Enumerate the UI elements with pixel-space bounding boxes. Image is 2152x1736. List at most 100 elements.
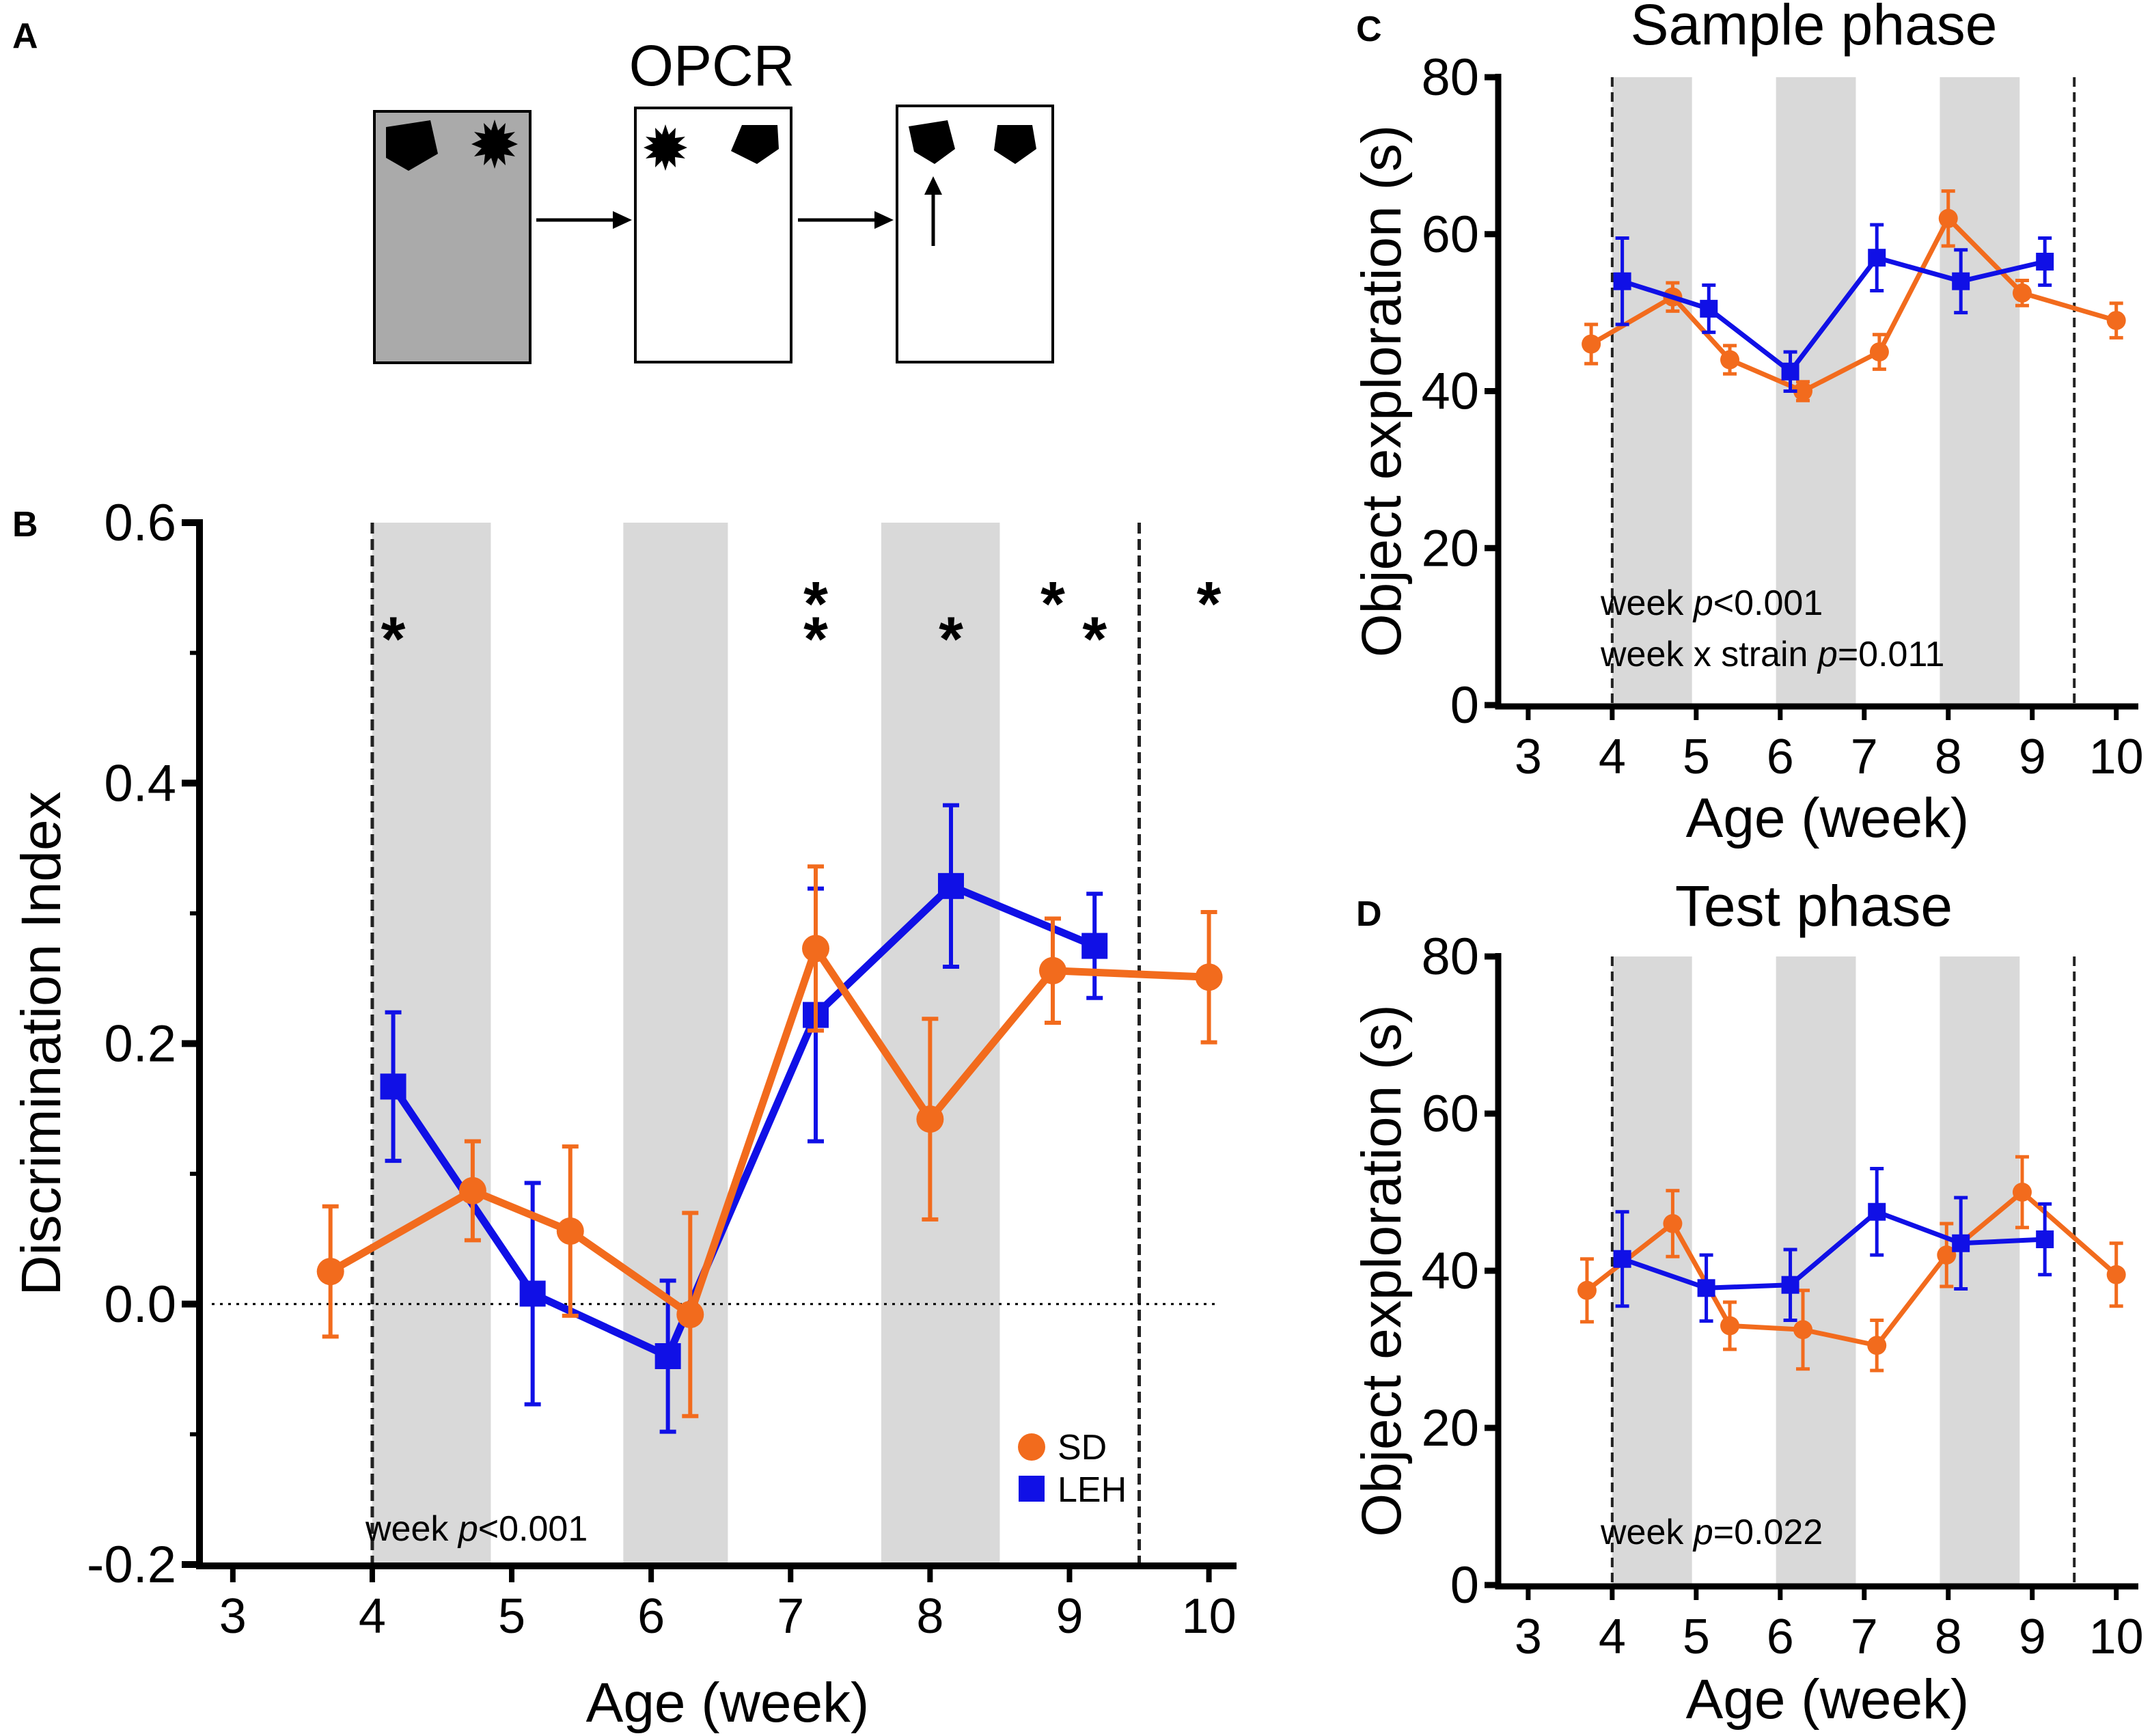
- x-tick-label: 9: [2019, 730, 2046, 784]
- y-tick-label: 80: [1421, 928, 1479, 986]
- legend-label-leh: LEH: [1058, 1470, 1127, 1510]
- y-axis-label: Discrimination Index: [10, 791, 72, 1295]
- shaded-band-3: [1940, 77, 2020, 705]
- significance-star-sd: *: [1197, 570, 1222, 639]
- annotation-value: <0.001: [478, 1509, 588, 1549]
- data-point-sd: [1663, 1214, 1683, 1233]
- shaded-band-2: [1776, 956, 1856, 1585]
- x-tick-label: 3: [1515, 1610, 1542, 1664]
- series-line-sd: [328, 944, 1209, 1319]
- schematic: OPCR: [373, 33, 1054, 364]
- x-tick-label: 3: [219, 1589, 247, 1644]
- significance-star-sd: *: [1040, 570, 1065, 639]
- x-axis-label: Age (week): [1686, 1668, 1970, 1731]
- data-point-leh: [2036, 252, 2054, 271]
- annotation-text: week x strain: [1600, 635, 1818, 674]
- series-line-sd: [1585, 1189, 2119, 1348]
- x-tick-label: 6: [1767, 1610, 1794, 1664]
- pentagon-object-2: [731, 125, 779, 164]
- data-point-sd: [2106, 1265, 2126, 1284]
- annotation-value: <0.001: [1713, 583, 1823, 623]
- data-point-sd: [2106, 311, 2126, 331]
- data-point-sd: [458, 1176, 486, 1204]
- data-point-leh: [1781, 1276, 1799, 1294]
- arrow-up-head: [924, 176, 942, 195]
- schematic-title: OPCR: [629, 33, 795, 98]
- y-tick-label: 0.2: [104, 1015, 176, 1073]
- data-point-leh: [1697, 1279, 1715, 1297]
- y-tick-label: 0.0: [104, 1276, 176, 1334]
- arrow-1-head: [613, 211, 632, 229]
- data-point-leh: [1868, 1202, 1886, 1221]
- data-point-sd: [2012, 1183, 2032, 1202]
- data-point-sd: [1195, 963, 1223, 991]
- x-tick-label: 6: [1767, 730, 1794, 784]
- y-tick-label: 0: [1450, 676, 1479, 734]
- series-line-sd: [1590, 216, 2117, 394]
- y-tick-label: 40: [1421, 1242, 1479, 1300]
- x-tick-label: 4: [1599, 730, 1626, 784]
- y-axis-label: Object exploration (s): [1351, 1004, 1413, 1537]
- x-tick-label: 4: [359, 1589, 386, 1644]
- shaded-band-1: [1612, 77, 1692, 705]
- annotation-text: week: [1600, 583, 1694, 623]
- significance-star-leh: *: [939, 605, 963, 674]
- data-point-sd: [1582, 334, 1601, 354]
- x-tick-label: 4: [1599, 1610, 1626, 1664]
- data-point-sd: [1793, 1320, 1813, 1340]
- data-point-sd: [1793, 381, 1813, 401]
- y-tick-label: 40: [1421, 363, 1479, 421]
- data-point-leh: [1952, 1234, 1970, 1252]
- data-point-sd: [556, 1217, 584, 1245]
- chart-title: Test phase: [1675, 874, 1953, 938]
- data-point-sd: [1720, 350, 1740, 370]
- x-tick-label: 8: [1935, 1610, 1962, 1664]
- x-tick-label: 5: [498, 1589, 525, 1644]
- arrow-2-head: [874, 211, 894, 229]
- x-tick-label: 3: [1515, 730, 1542, 784]
- data-point-leh: [1613, 1250, 1631, 1268]
- shaded-band-3: [1940, 956, 2020, 1585]
- stat-annotation: week x strain p=0.011: [1600, 635, 1944, 674]
- annotation-text: week: [365, 1509, 458, 1549]
- y-tick-label: 0: [1450, 1556, 1479, 1614]
- x-tick-label: 10: [1182, 1589, 1237, 1644]
- y-tick-label: 80: [1421, 49, 1479, 107]
- annotation-p-symbol: p: [1692, 583, 1713, 623]
- x-tick-label: 7: [1851, 730, 1878, 784]
- legend-marker-leh: [1019, 1476, 1045, 1502]
- x-tick-label: 10: [2089, 730, 2144, 784]
- x-axis-label: Age (week): [586, 1672, 870, 1734]
- starburst-object-1: [471, 120, 518, 169]
- data-point-leh: [937, 872, 964, 899]
- series-line-leh: [1621, 1209, 2045, 1291]
- shaded-band-2: [623, 523, 728, 1565]
- data-point-sd: [316, 1258, 344, 1286]
- x-tick-label: 7: [777, 1589, 804, 1644]
- pentagon-object-3: [909, 120, 955, 164]
- annotation-p-symbol: p: [457, 1509, 478, 1549]
- data-point-leh: [654, 1343, 681, 1369]
- data-point-sd: [1937, 1245, 1957, 1265]
- starburst-object-2: [644, 124, 687, 171]
- chart-sample-phase: 0 20 40 60 80 3 4 5 6 7 8 9 10 Object exploration (s)…: [1351, 0, 2144, 849]
- data-point-leh: [1081, 933, 1108, 959]
- shaded-band-1: [372, 523, 491, 1565]
- pentagon-object-4: [994, 125, 1036, 164]
- data-point-leh: [1781, 362, 1799, 381]
- x-tick-label: 8: [1935, 730, 1962, 784]
- legend-label-sd: SD: [1058, 1428, 1107, 1468]
- y-tick-label: -0.2: [87, 1536, 176, 1594]
- data-point-sd: [1869, 342, 1889, 362]
- chart-discrimination-index: -0.2 0.0 0.2 0.4 0.6 3 4 5 6 7 8 9 10 Discrimination …: [10, 494, 1237, 1734]
- series-line-leh: [389, 882, 1096, 1360]
- data-point-sd: [1720, 1316, 1740, 1336]
- stat-annotation: week p=0.022: [1600, 1513, 1823, 1552]
- y-tick-label: 0.4: [104, 754, 176, 812]
- data-point-sd: [1867, 1336, 1887, 1355]
- data-point-leh: [1700, 299, 1718, 318]
- significance-star-sd: *: [803, 570, 828, 639]
- legend-marker-sd: [1018, 1433, 1045, 1461]
- data-point-sd: [916, 1105, 944, 1133]
- x-tick-label: 5: [1683, 1610, 1710, 1664]
